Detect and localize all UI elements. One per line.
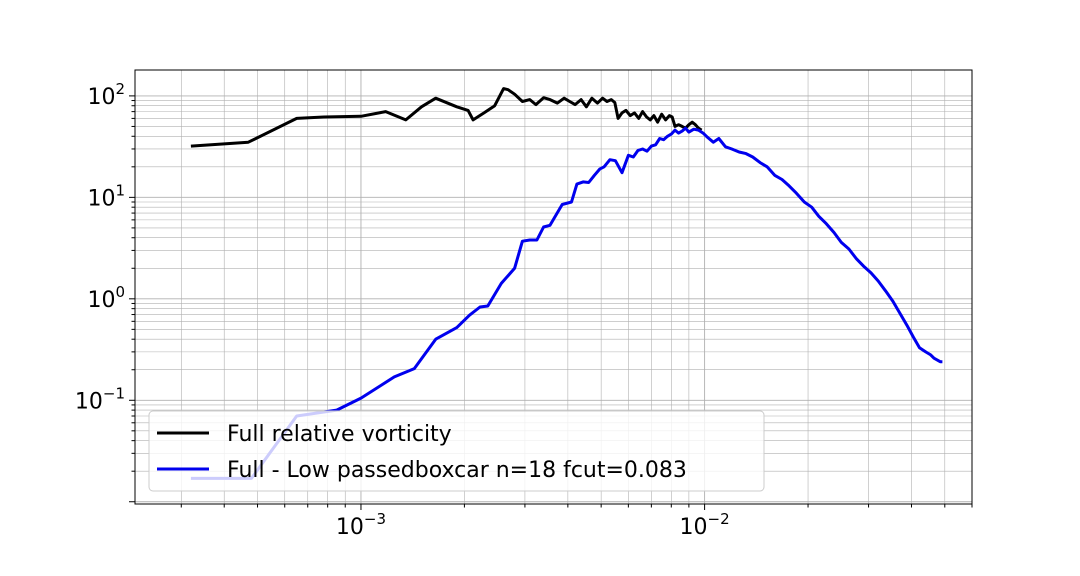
x-tick-label: 10−2 <box>680 510 730 540</box>
series-layer <box>190 87 943 480</box>
legend-box <box>148 410 765 492</box>
legend-label-2: Full - Low passedboxcar n=18 fcut=0.083 <box>227 458 687 483</box>
axis-ticks <box>129 95 973 510</box>
y-tick-label: 102 <box>87 80 125 110</box>
legend-label-1: Full relative vorticity <box>227 422 452 447</box>
legend: Full relative vorticity Full - Low passed… <box>148 410 765 492</box>
series-line-1 <box>190 87 703 148</box>
major-gridlines <box>135 70 972 504</box>
y-tick-label: 10−1 <box>75 384 125 414</box>
y-tick-label: 101 <box>87 181 125 211</box>
x-tick-label: 10−3 <box>336 510 386 540</box>
axis-tick-labels: 10−3 10−2 10−1 100 101 102 <box>75 80 730 540</box>
series-line-2 <box>190 126 943 480</box>
y-tick-label: 100 <box>87 283 125 313</box>
plot-area-frame <box>134 69 973 505</box>
